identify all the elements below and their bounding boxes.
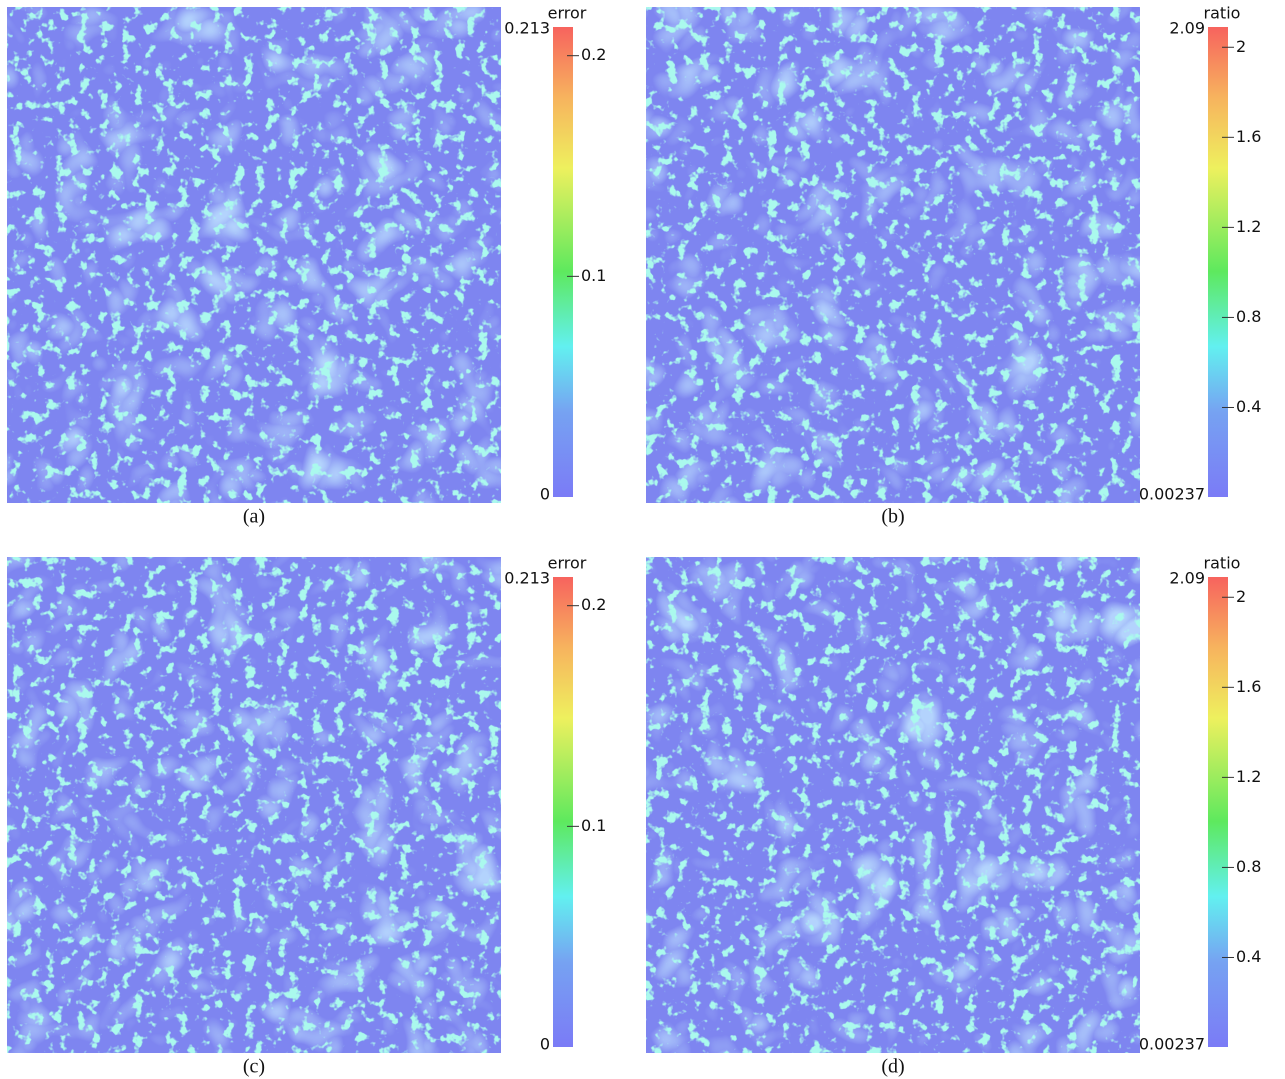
colorbar-tick-label: 0.8 — [1236, 857, 1261, 876]
colorbar-tick-label: 0.4 — [1236, 397, 1261, 416]
caption: (a) — [243, 506, 265, 528]
colorbar-tick-label: 1.6 — [1236, 677, 1261, 696]
colorbar-max: 2.09 — [1169, 569, 1205, 588]
colorbar-tick-label: 0.1 — [581, 816, 606, 835]
colorbar — [553, 577, 573, 1047]
colorbar-tick-label: 2 — [1236, 587, 1246, 606]
colorbar-tick-label: 0.4 — [1236, 947, 1261, 966]
colorbar-tick-label: 0.2 — [581, 595, 606, 614]
colorbar-title: error — [548, 554, 587, 573]
colorbar-min: 0 — [540, 1035, 550, 1054]
colorbar-title: ratio — [1204, 4, 1241, 23]
colorbar-min: 0.00237 — [1139, 485, 1205, 504]
colorbar-title: ratio — [1204, 554, 1241, 573]
colorbar-min: 0.00237 — [1139, 1035, 1205, 1054]
heatmap-speckle — [646, 7, 1140, 503]
caption: (c) — [243, 1056, 265, 1078]
colorbar-tick-label: 0.8 — [1236, 307, 1261, 326]
colorbar-tick-label: 1.6 — [1236, 127, 1261, 146]
colorbar-min: 0 — [540, 485, 550, 504]
colorbar — [553, 27, 573, 497]
colorbar-tick-label: 1.2 — [1236, 217, 1261, 236]
caption: (d) — [881, 1056, 904, 1078]
colorbar-max: 0.213 — [504, 19, 550, 38]
colorbar — [1208, 577, 1228, 1047]
colorbar-max: 0.213 — [504, 569, 550, 588]
heatmap-speckle — [7, 557, 501, 1053]
colorbar-tick-label: 1.2 — [1236, 767, 1261, 786]
caption: (b) — [881, 506, 904, 528]
colorbar-tick-label: 0.1 — [581, 266, 606, 285]
colorbar-title: error — [548, 4, 587, 23]
heatmap-speckle — [646, 557, 1140, 1053]
colorbar — [1208, 27, 1228, 497]
colorbar-tick-label: 2 — [1236, 37, 1246, 56]
colorbar-max: 2.09 — [1169, 19, 1205, 38]
heatmap-speckle — [7, 7, 501, 503]
colorbar-tick-label: 0.2 — [581, 45, 606, 64]
